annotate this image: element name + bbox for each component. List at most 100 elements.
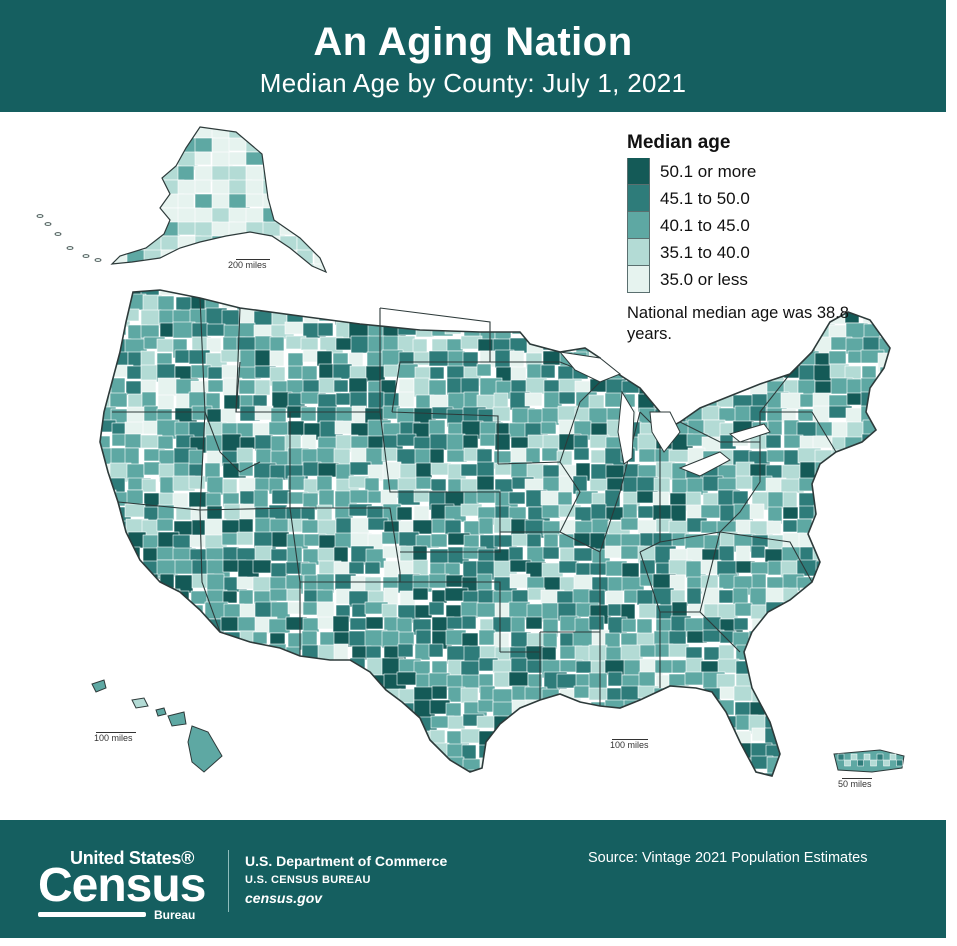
county (412, 290, 431, 302)
county (863, 729, 883, 748)
county (236, 769, 252, 776)
aleutian-island (94, 258, 102, 262)
county (813, 756, 836, 773)
county (124, 632, 140, 653)
county (279, 137, 300, 154)
county (124, 421, 146, 435)
county (190, 615, 207, 635)
county (108, 534, 124, 554)
county (670, 366, 689, 387)
county (877, 506, 890, 520)
county (894, 297, 913, 311)
website-link[interactable]: census.gov (245, 890, 323, 906)
county (316, 589, 334, 603)
county (270, 756, 287, 774)
county (317, 290, 335, 298)
county (270, 671, 293, 691)
county (332, 699, 354, 716)
county (654, 772, 674, 776)
county (141, 631, 160, 646)
aleutian-island (54, 232, 62, 236)
county (701, 714, 722, 733)
county (382, 714, 405, 731)
county (286, 769, 303, 776)
county (653, 687, 676, 706)
county (191, 659, 213, 674)
county (686, 743, 707, 761)
county (798, 477, 819, 492)
county (460, 687, 479, 704)
county (607, 757, 628, 776)
county (620, 517, 639, 531)
county (524, 728, 548, 748)
county (429, 295, 446, 309)
state-border (391, 411, 499, 464)
county (732, 772, 749, 776)
county (812, 405, 830, 423)
county (220, 349, 241, 363)
county (108, 769, 127, 776)
county (463, 293, 484, 311)
county (559, 324, 576, 340)
county (573, 447, 590, 461)
county (798, 646, 822, 663)
county (895, 337, 914, 349)
puerto-rico (833, 749, 905, 773)
county (461, 674, 480, 689)
state-border (639, 411, 661, 553)
county (211, 165, 231, 182)
county (157, 435, 174, 450)
county (605, 714, 625, 732)
legend-item: 50.1 or more (627, 158, 867, 185)
county (893, 731, 907, 743)
county (220, 408, 237, 424)
county (268, 658, 293, 676)
county (525, 755, 547, 770)
county (861, 518, 880, 537)
county (558, 533, 575, 549)
county (239, 674, 262, 691)
county (830, 492, 852, 512)
county (638, 350, 659, 371)
county (206, 323, 226, 337)
county (876, 587, 890, 607)
county (236, 742, 259, 760)
county (444, 290, 468, 297)
county (525, 742, 541, 760)
county (159, 290, 177, 296)
county (351, 603, 367, 618)
county (828, 685, 849, 706)
county (798, 674, 822, 692)
county (262, 151, 282, 168)
county (286, 674, 304, 689)
county (863, 448, 883, 467)
county (478, 629, 496, 646)
county (143, 127, 162, 138)
county (750, 545, 766, 559)
county (301, 741, 326, 758)
county (206, 573, 225, 592)
county (111, 630, 132, 650)
county (220, 645, 241, 660)
county (206, 476, 224, 496)
county (236, 729, 258, 746)
county (813, 364, 833, 382)
county (894, 311, 916, 329)
county (302, 601, 320, 616)
county (429, 770, 448, 776)
county (351, 405, 367, 424)
state-border (759, 373, 791, 413)
county (895, 633, 913, 648)
county (300, 391, 320, 405)
county (638, 365, 654, 381)
county (495, 756, 513, 776)
scale-bar (236, 259, 270, 260)
puerto-rico-scale: 50 miles (838, 778, 872, 789)
county (734, 602, 753, 617)
county (112, 179, 131, 199)
county (877, 727, 890, 744)
hawaii-island (187, 725, 223, 773)
department-name: U.S. Department of Commerce (245, 853, 448, 869)
county (364, 561, 381, 575)
county (125, 646, 143, 666)
